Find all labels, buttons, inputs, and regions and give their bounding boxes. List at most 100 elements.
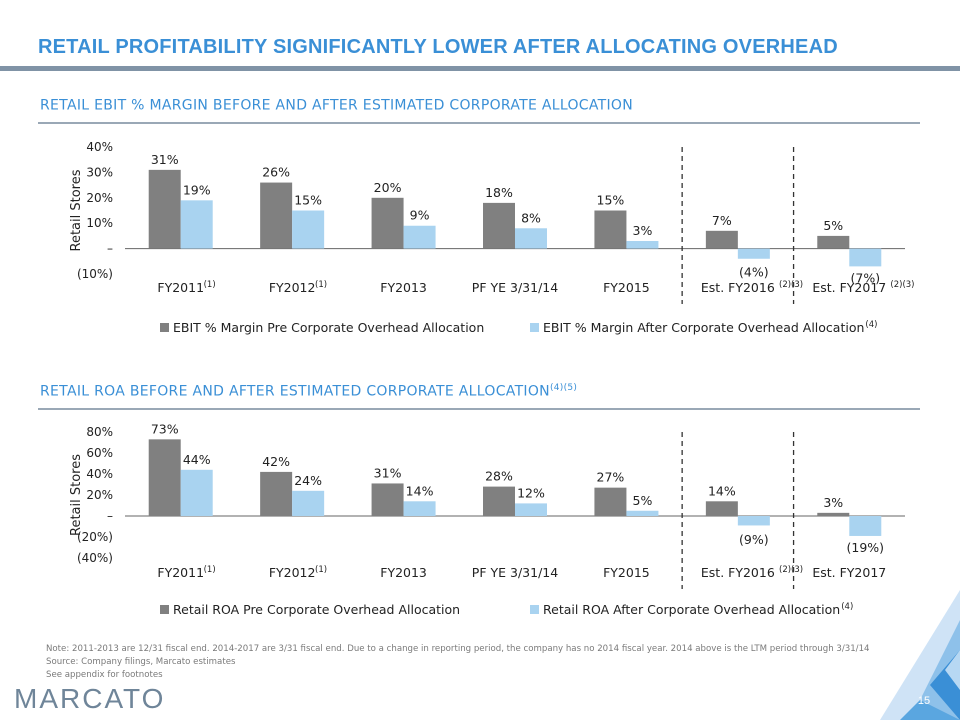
bar-after-allocation	[626, 510, 659, 516]
data-label: 15%	[294, 193, 322, 208]
x-tick-label: Est. FY2016	[701, 280, 775, 295]
x-tick-footnote: (1)	[315, 565, 327, 575]
page-number: 15	[917, 695, 931, 707]
y-tick-label: (10%)	[77, 267, 113, 281]
bar-pre-allocation	[260, 182, 293, 249]
y-tick-label: 60%	[86, 446, 113, 460]
x-tick-label: PF YE 3/31/14	[472, 280, 558, 295]
bar-after-allocation	[737, 248, 770, 259]
y-tick-label: 20%	[86, 191, 113, 205]
bar-after-allocation	[403, 501, 436, 516]
bar-pre-allocation	[260, 471, 293, 516]
chart1-title-text: RETAIL EBIT % MARGIN BEFORE AND AFTER ES…	[40, 97, 634, 114]
bar-pre-allocation	[371, 197, 404, 249]
x-tick-footnote: (2)(3)	[779, 565, 803, 575]
data-label: 9%	[410, 208, 430, 223]
source-line: Source: Company filings, Marcato estimat…	[46, 657, 236, 667]
bar-after-allocation	[292, 210, 325, 249]
bar-pre-allocation	[705, 501, 738, 516]
bar-pre-allocation	[148, 439, 181, 516]
data-label: 19%	[183, 182, 211, 197]
legend-footnote: (4)	[865, 320, 877, 330]
data-label: 12%	[517, 485, 545, 500]
bar-pre-allocation	[594, 210, 627, 249]
legend-swatch	[530, 323, 539, 332]
data-label: 14%	[708, 483, 736, 498]
logo-text: MARCATO	[14, 683, 165, 714]
x-tick-label: FY2012	[269, 280, 316, 295]
data-label: 3%	[823, 495, 843, 510]
roa-chart: Retail Stores 80% 60% 40% 20% – (20%) (40%) 73% 4…	[69, 421, 905, 617]
bar-after-allocation	[626, 240, 659, 249]
chart1-title-rule	[38, 122, 920, 124]
x-tick-label: FY2011	[157, 280, 204, 295]
x-tick-label: FY2015	[603, 280, 650, 295]
data-label: 28%	[485, 469, 513, 484]
data-label: 3%	[633, 223, 653, 238]
data-label: 27%	[597, 470, 625, 485]
data-label: 7%	[712, 213, 732, 228]
y-tick-label: 30%	[86, 165, 113, 179]
bar-after-allocation	[180, 469, 213, 516]
legend-label: Retail ROA After Corporate Overhead Allo…	[543, 602, 840, 617]
bar-pre-allocation	[483, 486, 515, 516]
footnotes: Note: 2011-2013 are 12/31 fiscal end. 20…	[46, 643, 870, 682]
bar-after-allocation	[515, 228, 547, 249]
corner-decoration	[880, 590, 960, 720]
chart1-title: RETAIL EBIT % MARGIN BEFORE AND AFTER ES…	[40, 97, 633, 114]
data-label: 8%	[521, 210, 541, 225]
chart2-title-rule	[38, 408, 920, 410]
data-label: 26%	[262, 165, 290, 180]
x-tick-footnote: (1)	[204, 280, 216, 290]
x-tick-label: FY2015	[603, 565, 650, 580]
bar-after-allocation	[403, 225, 436, 249]
data-label: 14%	[406, 483, 434, 498]
x-tick-footnote: (2)(3)	[890, 280, 914, 290]
data-label: 42%	[262, 454, 290, 469]
y-tick-label: –	[107, 242, 113, 256]
legend-footnote: (4)	[841, 602, 853, 612]
x-tick-label: Est. FY2017	[812, 565, 886, 580]
data-label: 31%	[374, 465, 402, 480]
data-label: 18%	[485, 185, 513, 200]
chart2-title-sup: (4)(5)	[549, 383, 578, 393]
note-line: Note: 2011-2013 are 12/31 fiscal end. 20…	[46, 644, 870, 654]
bar-pre-allocation	[148, 169, 181, 249]
data-label: (4%)	[739, 265, 769, 280]
title-rule	[0, 66, 960, 71]
data-label: (7%)	[850, 270, 880, 285]
x-tick-label: FY2011	[157, 565, 204, 580]
legend-swatch	[530, 605, 539, 614]
x-tick-label: FY2012	[269, 565, 316, 580]
y-axis-label: Retail Stores	[69, 454, 84, 536]
bar-after-allocation	[292, 490, 325, 516]
x-tick-label: Est. FY2017	[812, 280, 886, 295]
data-label: 20%	[374, 180, 402, 195]
x-tick-footnote: (1)	[315, 280, 327, 290]
appendix-line: See appendix for footnotes	[46, 670, 163, 680]
y-tick-label: –	[107, 509, 113, 523]
legend-label: EBIT % Margin Pre Corporate Overhead All…	[173, 320, 484, 335]
x-tick-footnote: (1)	[204, 565, 216, 575]
bar-pre-allocation	[594, 487, 627, 516]
page-title: RETAIL PROFITABILITY SIGNIFICANTLY LOWER…	[38, 36, 838, 58]
bar-pre-allocation	[483, 202, 515, 249]
chart2-title: RETAIL ROA BEFORE AND AFTER ESTIMATED CO…	[40, 383, 577, 400]
x-tick-label: FY2013	[380, 565, 427, 580]
bar-pre-allocation	[705, 230, 738, 249]
legend-label: EBIT % Margin After Corporate Overhead A…	[543, 320, 864, 335]
data-label: 44%	[183, 452, 211, 467]
y-axis-label: Retail Stores	[69, 169, 84, 251]
x-tick-footnote: (2)(3)	[779, 280, 803, 290]
bar-after-allocation	[849, 516, 882, 536]
x-tick-label: Est. FY2016	[701, 565, 775, 580]
data-label: 24%	[294, 473, 322, 488]
bar-pre-allocation	[817, 235, 850, 249]
data-label: (9%)	[739, 532, 769, 547]
y-tick-label: 20%	[86, 488, 113, 502]
y-tick-label: 10%	[86, 216, 113, 230]
chart2-title-text: RETAIL ROA BEFORE AND AFTER ESTIMATED CO…	[40, 383, 550, 400]
bar-after-allocation	[180, 200, 213, 249]
y-tick-label: 40%	[86, 467, 113, 481]
data-label: (19%)	[847, 540, 885, 555]
